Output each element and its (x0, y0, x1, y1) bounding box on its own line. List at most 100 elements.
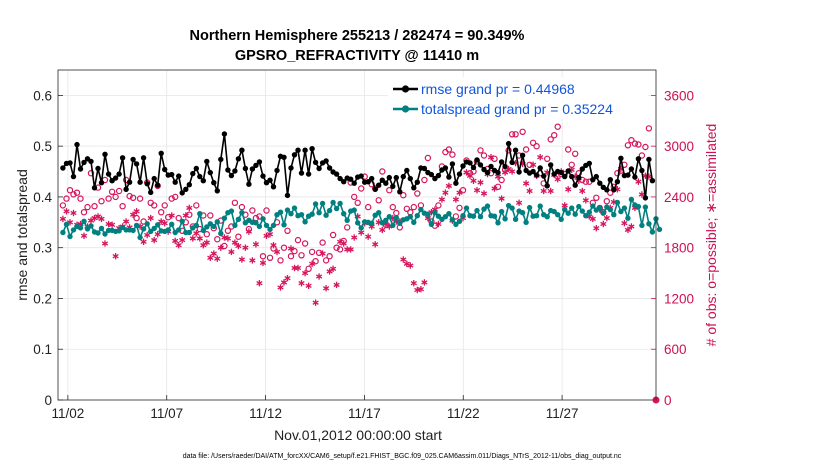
assimilated-stroke (298, 281, 305, 286)
y-tick-label: 0.2 (33, 291, 52, 306)
possible-marker (508, 131, 516, 138)
rmse-point (88, 158, 94, 165)
assimilated-marker (172, 237, 179, 245)
assimilated-marker (301, 269, 309, 277)
assimilated-marker (133, 208, 140, 215)
spread-point (133, 222, 140, 229)
assimilated-stroke (308, 261, 316, 266)
rmse-point (541, 173, 547, 179)
legend-spread-label: totalspread grand pr = 0.35224 (421, 101, 613, 117)
rmse-point (614, 179, 621, 185)
spread-point (197, 211, 203, 217)
assimilated-marker (280, 279, 288, 286)
possible-marker (445, 146, 453, 153)
spread-point (330, 199, 336, 206)
assimilated-stroke (147, 215, 154, 221)
possible-marker (365, 203, 372, 211)
rmse-point (302, 147, 308, 153)
assimilated-stroke (193, 231, 200, 236)
rmse-point (260, 173, 266, 179)
possible-marker (607, 189, 614, 196)
possible-marker (305, 265, 312, 272)
rmse-point (516, 169, 522, 175)
assimilated-marker (315, 273, 323, 280)
spread-point (597, 205, 603, 211)
y-right-tick-label: 1800 (664, 241, 694, 256)
assimilated-stroke (266, 232, 274, 237)
possible-marker (284, 227, 291, 234)
x-tick-label: 11/02 (51, 406, 84, 421)
assimilated-marker (351, 234, 358, 241)
assimilated-stroke (403, 261, 410, 266)
assimilated-marker (144, 231, 151, 239)
assimilated-stroke (112, 254, 119, 259)
rmse-point (383, 180, 389, 186)
spread-point (77, 225, 84, 231)
assimilated-stroke (515, 200, 523, 205)
assimilated-marker (529, 161, 537, 169)
possible-marker (129, 194, 137, 201)
spread-point (211, 223, 217, 230)
possible-marker (108, 188, 116, 195)
assimilated-stroke (508, 169, 516, 174)
possible-marker (628, 136, 635, 144)
possible-marker (449, 151, 456, 158)
possible-marker (87, 169, 95, 177)
rmse-point (221, 131, 228, 137)
rmse-point (505, 140, 512, 147)
spread-point (291, 205, 298, 211)
assimilated-marker (537, 153, 544, 161)
possible-marker (312, 258, 319, 265)
rmse-point (158, 150, 164, 156)
spread-point (618, 208, 624, 215)
assimilated-marker (638, 191, 646, 198)
assimilated-stroke (70, 210, 77, 216)
assimilated-stroke (108, 222, 116, 227)
rmse-point (169, 171, 175, 178)
assimilated-stroke (98, 216, 105, 222)
spread-point (316, 210, 322, 216)
spread-point (326, 207, 333, 214)
rmse-point (590, 177, 596, 183)
rmse-point (348, 176, 354, 182)
assimilated-marker (189, 235, 196, 242)
possible-marker (354, 199, 361, 206)
possible-marker (582, 178, 590, 185)
possible-marker (193, 202, 200, 209)
assimilated-stroke (589, 216, 596, 222)
assimilated-stroke (480, 191, 488, 196)
assimilated-stroke (256, 281, 263, 286)
spread-point (302, 219, 308, 225)
spread-point (204, 224, 210, 230)
assimilated-stroke (463, 170, 470, 175)
possible-marker (98, 197, 105, 205)
possible-marker (452, 213, 460, 220)
assimilated-marker (108, 221, 116, 229)
rmse-point (512, 147, 519, 153)
spread-point (390, 222, 396, 229)
assimilated-marker (277, 284, 284, 291)
rmse-point (246, 181, 252, 187)
rmse-point (333, 171, 340, 177)
assimilated-stroke (140, 239, 147, 244)
spread-point (81, 218, 87, 224)
assimilated-marker (372, 241, 379, 248)
assimilated-stroke (410, 281, 417, 286)
possible-marker (624, 142, 632, 149)
rmse-point (291, 152, 298, 158)
possible-marker (642, 143, 649, 151)
possible-marker (175, 214, 182, 222)
spread-point (270, 222, 277, 229)
possible-marker (603, 197, 611, 205)
assimilated-marker (379, 226, 386, 234)
spread-point (495, 220, 501, 226)
assimilated-marker (235, 242, 242, 250)
rmse-point (74, 141, 80, 148)
possible-marker (207, 212, 214, 219)
rmse-point (635, 156, 642, 162)
spread-point (214, 219, 220, 225)
assimilated-marker (603, 214, 610, 222)
assimilated-marker (466, 172, 474, 180)
spread-point (474, 207, 480, 214)
spread-point (179, 218, 185, 224)
